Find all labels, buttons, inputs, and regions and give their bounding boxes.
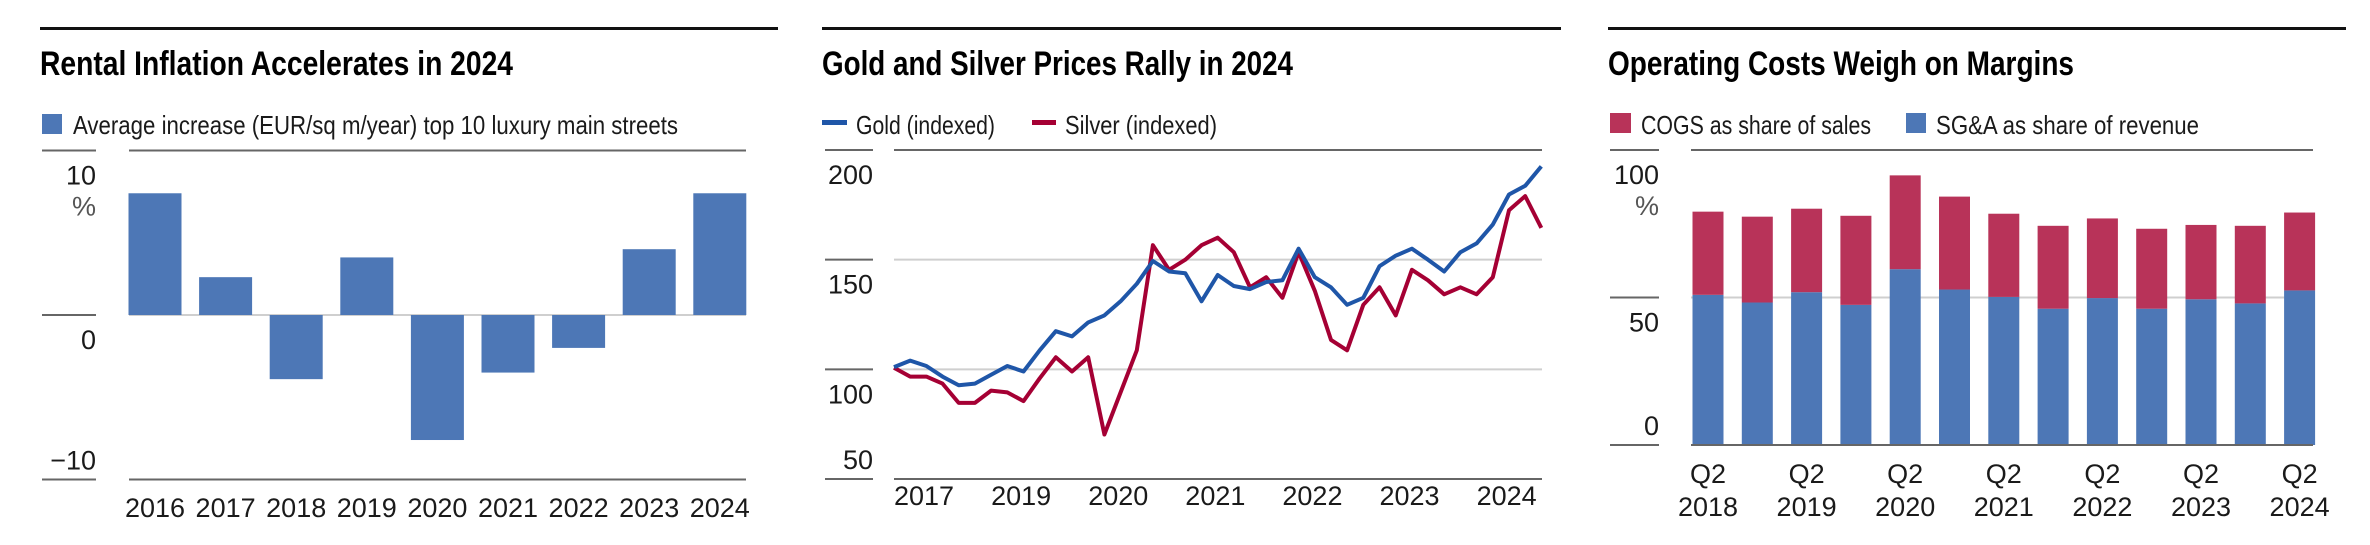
- x-tick-label-year: 2020: [1875, 492, 1935, 522]
- x-tick-label: 2021: [1185, 481, 1245, 511]
- panel-operating-costs: Operating Costs Weigh on Margins COGS as…: [1608, 27, 2346, 522]
- x-tick-label: 2021: [478, 493, 538, 523]
- y-tick-label: 50: [843, 445, 873, 475]
- bar-cogs: [1939, 196, 1970, 290]
- legend-label-gold: Gold (indexed): [856, 110, 995, 140]
- bar-sga: [1692, 294, 1724, 445]
- legend-swatch-sga: [1906, 113, 1926, 133]
- x-tick-label-quarter: Q2: [2183, 459, 2219, 489]
- bar-cogs: [1840, 215, 1872, 305]
- x-tick-label-quarter: Q2: [1789, 459, 1825, 489]
- x-tick-label: 2024: [1477, 481, 1537, 511]
- bar-cogs: [2086, 218, 2118, 299]
- top-rule: [822, 27, 1561, 30]
- bar: [199, 277, 253, 315]
- y-tick-label: 0: [1644, 411, 1659, 441]
- y-tick-label: 200: [828, 160, 873, 190]
- x-tick-label: 2024: [690, 493, 750, 523]
- bar: [481, 315, 535, 373]
- x-tick-label-quarter: Q2: [1986, 459, 2022, 489]
- bar-cogs: [1692, 211, 1724, 295]
- top-rule: [1608, 27, 2346, 30]
- bar: [340, 257, 394, 315]
- y-tick-label: 10: [66, 161, 96, 191]
- bar: [693, 193, 747, 315]
- x-tick-label-year: 2024: [2270, 492, 2330, 522]
- chart-title: Rental Inflation Accelerates in 2024: [40, 45, 513, 83]
- y-tick-label: 100: [828, 379, 873, 409]
- legend-label: Average increase (EUR/sq m/year) top 10 …: [73, 110, 678, 140]
- y-tick-label: 150: [828, 270, 873, 300]
- legend-swatch-gold: [822, 120, 847, 125]
- legend-swatch-cogs: [1610, 113, 1631, 133]
- bar-cogs: [1889, 175, 1921, 270]
- x-tick-label: 2019: [991, 481, 1051, 511]
- bar-cogs: [2284, 212, 2316, 291]
- legend-label-sga: SG&A as share of revenue: [1936, 110, 2199, 140]
- x-tick-label: 2020: [1088, 481, 1148, 511]
- x-tick-label-quarter: Q2: [2282, 459, 2318, 489]
- x-tick-label: 2017: [894, 481, 954, 511]
- panel-gold-silver: Gold and Silver Prices Rally in 2024 Gol…: [822, 27, 1561, 511]
- silver-series-line: [893, 194, 1544, 437]
- x-tick-label: 2016: [125, 493, 185, 523]
- bar-cogs: [2234, 225, 2266, 304]
- legend-swatch-silver: [1032, 120, 1056, 125]
- chart-title: Operating Costs Weigh on Margins: [1608, 45, 2074, 83]
- bar-sga: [2037, 308, 2069, 445]
- bar-cogs: [2136, 228, 2168, 309]
- x-tick-label-quarter: Q2: [2084, 459, 2120, 489]
- x-tick-label: 2023: [1380, 481, 1440, 511]
- bar-sga: [1741, 302, 1773, 445]
- gold-series-line: [893, 165, 1543, 388]
- bar-cogs: [2185, 224, 2217, 300]
- y-unit-label: %: [1635, 191, 1659, 221]
- bar-sga: [1840, 304, 1872, 445]
- bar-cogs: [2037, 225, 2069, 309]
- y-tick-label: 0: [81, 325, 96, 355]
- bar-sga: [2284, 290, 2316, 445]
- legend-label-silver: Silver (indexed): [1065, 110, 1217, 140]
- bar-sga: [2234, 303, 2266, 445]
- bar-sga: [2185, 299, 2217, 445]
- bar: [269, 315, 323, 380]
- bar-sga: [2086, 298, 2118, 445]
- y-tick-label: 50: [1629, 308, 1659, 338]
- panel-rental-inflation: Rental Inflation Accelerates in 2024 Ave…: [40, 27, 778, 523]
- x-tick-label: 2017: [196, 493, 256, 523]
- bar-sga: [1939, 289, 1970, 445]
- y-tick-label: 100: [1614, 160, 1659, 190]
- x-tick-label: 2019: [337, 493, 397, 523]
- bar: [552, 315, 606, 348]
- chart-title: Gold and Silver Prices Rally in 2024: [822, 45, 1293, 83]
- x-tick-label-quarter: Q2: [1690, 459, 1726, 489]
- x-tick-label-quarter: Q2: [1887, 459, 1923, 489]
- bar-sga: [1889, 269, 1921, 445]
- x-tick-label-year: 2021: [1974, 492, 2034, 522]
- top-rule: [40, 27, 778, 30]
- x-tick-label: 2018: [266, 493, 326, 523]
- x-tick-label-year: 2019: [1777, 492, 1837, 522]
- bar-sga: [1988, 296, 2020, 445]
- bar-sga: [1791, 292, 1823, 445]
- x-tick-label: 2023: [619, 493, 679, 523]
- x-tick-label-year: 2023: [2171, 492, 2231, 522]
- bar-cogs: [1741, 216, 1773, 303]
- bar: [410, 315, 464, 441]
- y-tick-label: −10: [50, 446, 96, 476]
- y-unit-label: %: [72, 192, 96, 222]
- bar: [622, 249, 676, 315]
- x-tick-label-year: 2018: [1678, 492, 1738, 522]
- legend-label-cogs: COGS as share of sales: [1641, 110, 1871, 140]
- x-tick-label: 2020: [407, 493, 467, 523]
- x-tick-label: 2022: [549, 493, 609, 523]
- bar-sga: [2136, 308, 2168, 445]
- x-tick-label: 2022: [1282, 481, 1342, 511]
- bar-cogs: [1988, 213, 2020, 297]
- x-tick-label-year: 2022: [2072, 492, 2132, 522]
- bar: [128, 193, 182, 315]
- legend-swatch: [42, 114, 62, 134]
- bar-cogs: [1791, 208, 1823, 293]
